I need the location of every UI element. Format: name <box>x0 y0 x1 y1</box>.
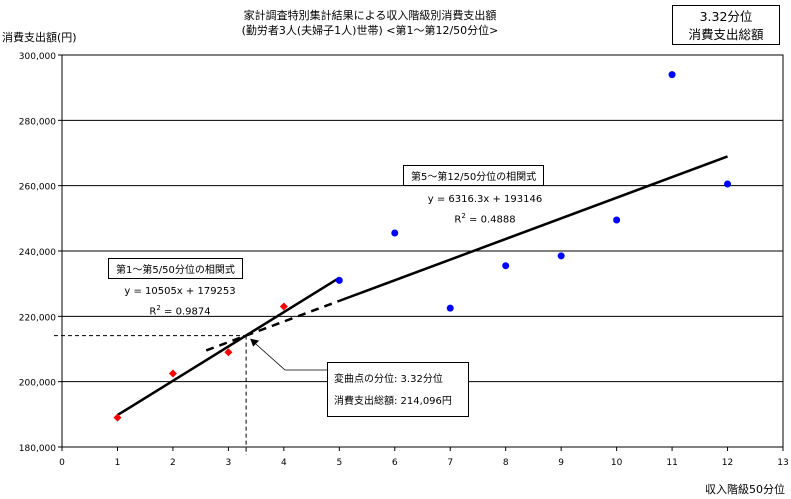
y-axis-label: 消費支出額(円) <box>2 31 77 44</box>
x-tick-label: 2 <box>170 458 176 468</box>
x-tick-label: 5 <box>336 458 342 468</box>
trend2-eq-text: y = 6316.3x + 193146 <box>427 194 543 205</box>
inflection-annotation: 変曲点の分位: 3.32分位 消費支出総額: 214,096円 <box>327 362 469 417</box>
trend2-r2: R2 = 0.4888 <box>454 212 516 226</box>
corner-box: 3.32分位 消費支出総額 <box>672 5 780 45</box>
data-point <box>613 216 621 224</box>
x-tick-label: 12 <box>722 458 733 468</box>
data-point <box>391 229 399 237</box>
x-tick-label: 4 <box>281 458 287 468</box>
data-point <box>668 71 676 79</box>
annotation-leader <box>252 341 327 371</box>
title-line-1: 家計調査特別集計結果による収入階級別消費支出額 <box>243 9 497 22</box>
x-tick-label: 0 <box>59 458 65 468</box>
y-tick-label: 180,000 <box>19 444 56 454</box>
x-tick-label: 6 <box>392 458 398 468</box>
trend1-eq-text: y = 10505x + 179253 <box>124 286 236 297</box>
r2-value: = 0.9874 <box>160 306 211 318</box>
y-tick-label: 200,000 <box>19 379 56 389</box>
data-point <box>224 348 233 357</box>
r2-label: R <box>454 214 462 226</box>
data-point <box>279 302 288 311</box>
trend2-equation: y = 6316.3x + 193146 R2 = 0.4888 <box>415 192 555 228</box>
x-tick-label: 7 <box>447 458 453 468</box>
inflection-quantile: 変曲点の分位: 3.32分位 <box>334 374 443 385</box>
corner-line-2: 消費支出総額 <box>688 27 764 42</box>
trend1-r2: R2 = 0.9874 <box>149 304 211 318</box>
data-point <box>168 369 177 378</box>
trend1-equation: y = 10505x + 179253 R2 = 0.9874 <box>110 284 250 320</box>
data-point <box>335 276 343 284</box>
arrowhead-icon <box>250 338 260 347</box>
y-tick-label: 300,000 <box>19 52 56 62</box>
x-tick-label: 11 <box>666 458 677 468</box>
y-tick-label: 240,000 <box>19 248 56 258</box>
x-tick-label: 13 <box>777 458 788 468</box>
data-point <box>557 252 565 260</box>
y-tick-label: 260,000 <box>19 183 56 193</box>
y-tick-label: 220,000 <box>19 313 56 323</box>
x-axis-label: 収入階級50分位 <box>705 483 785 496</box>
trendline-2-extension <box>205 299 340 352</box>
chart-title: 家計調査特別集計結果による収入階級別消費支出額 (勤労者3人(夫婦子1人)世帯)… <box>200 8 540 38</box>
data-point <box>446 304 454 312</box>
data-point <box>502 262 510 270</box>
trend2-label: 第5〜第12/50分位の相関式 <box>403 165 545 186</box>
trendline-2 <box>338 155 728 303</box>
trend1-label: 第1〜第5/50分位の相関式 <box>108 258 243 279</box>
data-point <box>113 413 122 422</box>
x-tick-label: 3 <box>226 458 232 468</box>
x-tick-label: 1 <box>115 458 121 468</box>
title-line-2: (勤労者3人(夫婦子1人)世帯) <第1〜第12/50分位> <box>241 24 499 37</box>
inflection-amount: 消費支出総額: 214,096円 <box>334 396 452 407</box>
r2-value: = 0.4888 <box>465 214 516 226</box>
y-tick-label: 280,000 <box>19 117 56 127</box>
x-tick-label: 8 <box>503 458 509 468</box>
trendline-1 <box>116 276 340 417</box>
r2-label: R <box>149 306 157 318</box>
corner-line-1: 3.32分位 <box>699 9 753 24</box>
x-tick-label: 9 <box>558 458 564 468</box>
x-tick-label: 10 <box>611 458 623 468</box>
data-point <box>724 180 732 188</box>
